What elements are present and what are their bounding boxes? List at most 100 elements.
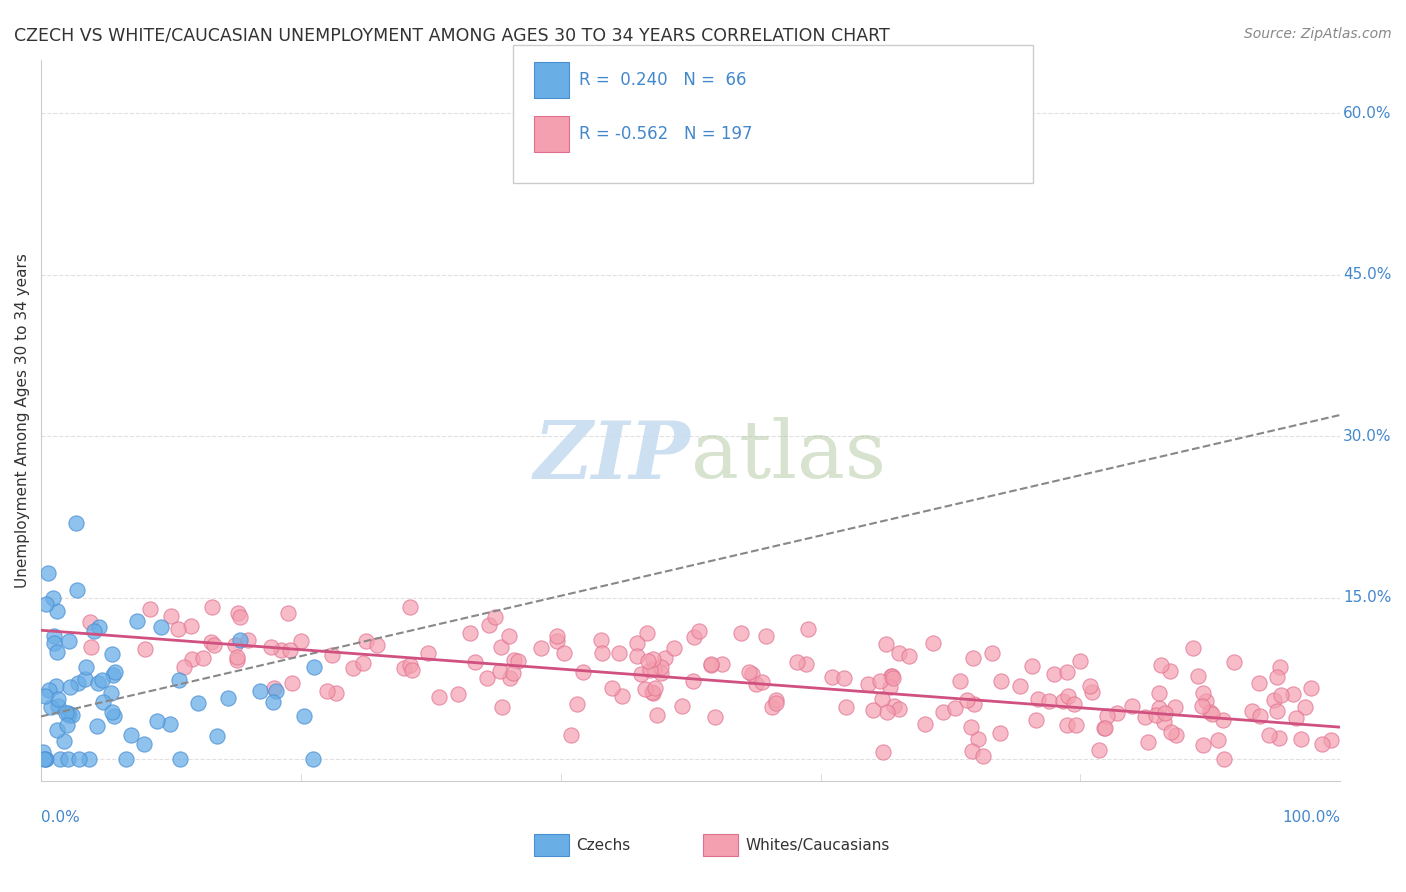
Point [988,726,1011,740]
Point [166,622,188,636]
Point [875,637,897,651]
Text: 45.0%: 45.0% [1343,268,1392,283]
Point [1257,728,1279,742]
Point [572,665,595,679]
Point [48,698,70,713]
Point [120,729,142,743]
Point [1081,684,1104,698]
Point [399,657,422,672]
Point [1249,676,1271,690]
Point [650,665,672,680]
Point [546,629,568,643]
Point [1153,715,1175,730]
Point [1299,681,1322,695]
Point [101,705,124,719]
Point [167,673,190,687]
Point [475,672,498,686]
Point [1198,705,1220,719]
Point [1187,669,1209,683]
Point [1153,706,1175,721]
Point [229,632,252,647]
Point [862,703,884,717]
Point [711,657,734,671]
Point [1088,743,1111,757]
Point [44,629,66,643]
Point [872,692,894,706]
Point [1038,694,1060,708]
Point [354,633,377,648]
Text: R =  0.240   N =  66: R = 0.240 N = 66 [579,71,747,89]
Point [645,707,668,722]
Point [260,640,283,655]
Point [489,664,512,678]
Point [1026,692,1049,706]
Point [932,705,955,719]
Point [46,692,69,706]
Point [127,614,149,628]
Point [1144,707,1167,722]
Point [1192,686,1215,700]
Point [55,706,77,720]
Point [35,597,58,611]
Point [1263,693,1285,707]
Point [38,682,60,697]
Point [821,669,844,683]
Point [1043,667,1066,681]
Text: 30.0%: 30.0% [1343,429,1392,444]
Point [869,673,891,688]
Point [478,617,501,632]
Point [104,665,127,679]
Point [290,633,312,648]
Point [75,672,97,686]
Point [1010,679,1032,693]
Point [491,640,513,654]
Point [31,745,53,759]
Point [949,674,972,689]
Point [1092,722,1115,736]
Point [1195,694,1218,708]
Point [730,625,752,640]
Point [146,714,169,728]
Point [342,661,364,675]
Point [765,693,787,707]
Point [589,632,612,647]
Point [201,600,224,615]
Point [1192,738,1215,752]
Point [1057,690,1080,704]
Point [458,626,481,640]
Point [484,610,506,624]
Point [1265,704,1288,718]
Point [263,681,285,696]
Point [879,680,901,694]
Y-axis label: Unemployment Among Ages 30 to 34 years: Unemployment Among Ages 30 to 34 years [15,252,30,588]
Point [761,699,783,714]
Point [101,668,124,682]
Point [786,655,808,669]
Point [1268,660,1291,674]
Point [200,634,222,648]
Point [399,600,422,615]
Text: 15.0%: 15.0% [1343,591,1392,606]
Point [65,516,87,530]
Point [1267,670,1289,684]
Point [688,624,710,638]
Point [1281,687,1303,701]
Point [83,624,105,638]
Text: 60.0%: 60.0% [1343,106,1392,121]
Point [960,720,983,734]
Point [1078,679,1101,693]
Point [315,684,337,698]
Point [794,657,817,671]
Point [671,698,693,713]
Point [1121,699,1143,714]
Point [45,644,67,658]
Point [226,653,249,667]
Point [35,752,58,766]
Point [530,641,553,656]
Point [1289,731,1312,746]
Point [56,706,79,720]
Point [302,660,325,674]
Point [626,636,648,650]
Point [418,646,440,660]
Point [1212,713,1234,727]
